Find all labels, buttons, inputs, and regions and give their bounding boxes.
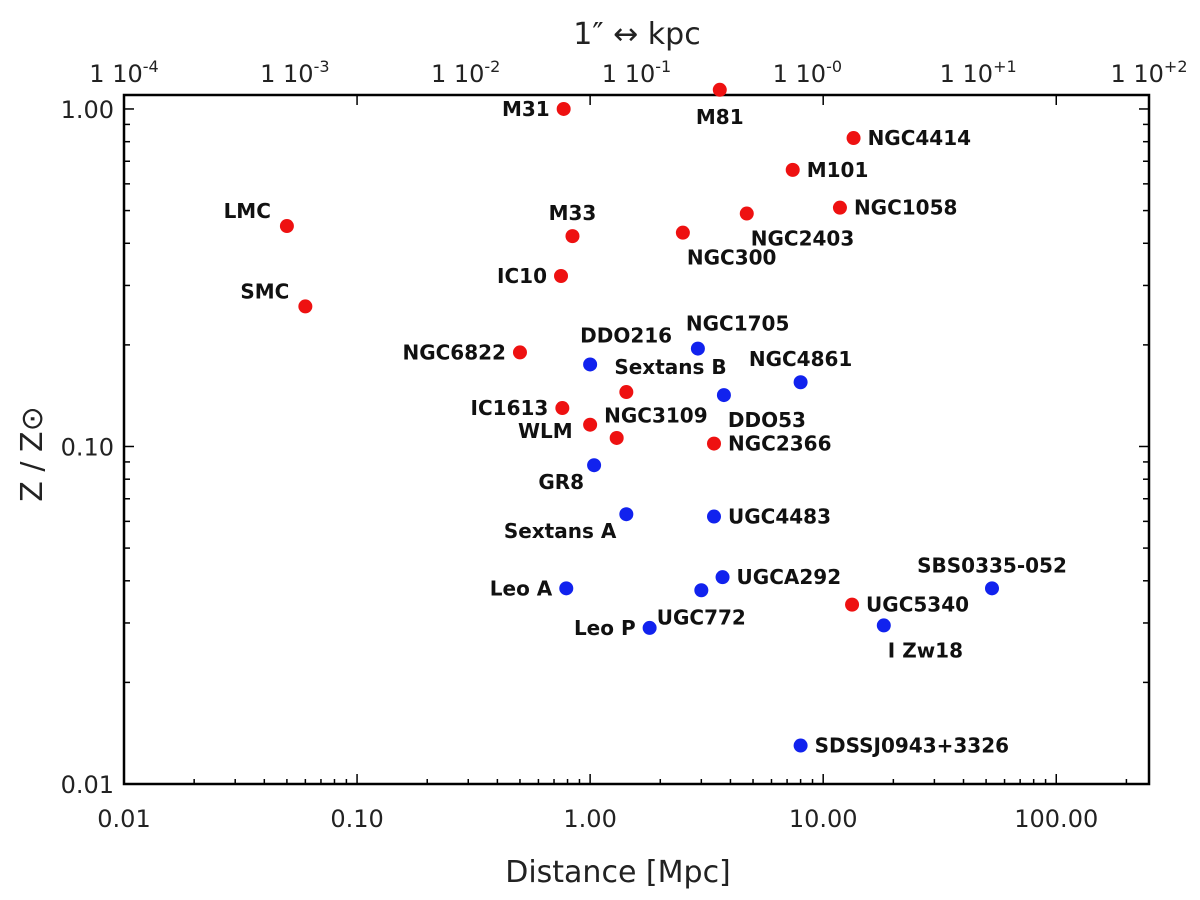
- data-point: [279, 219, 294, 234]
- point-label: IC10: [497, 264, 547, 288]
- x-tick-label: 1.00: [563, 805, 616, 833]
- point-label: SMC: [240, 279, 289, 303]
- point-label: NGC4414: [868, 126, 972, 150]
- top-tick-label: 1 10+2: [1110, 57, 1187, 88]
- data-point: [793, 375, 808, 390]
- data-point: [984, 581, 999, 596]
- point-label: NGC3109: [604, 404, 708, 428]
- y-tick-label: 1.00: [61, 96, 114, 124]
- data-point: [512, 345, 527, 360]
- point-label: DDO216: [580, 323, 672, 347]
- data-point: [785, 162, 800, 177]
- top-tick-label: 1 10+1: [940, 57, 1017, 88]
- x-tick-label: 0.10: [330, 805, 383, 833]
- data-point: [609, 430, 624, 445]
- ticks: [123, 95, 1149, 785]
- data-point: [694, 583, 709, 598]
- data-point: [832, 200, 847, 215]
- data-point: [555, 401, 570, 416]
- top-tick-label: 1 10-0: [773, 57, 842, 88]
- x-tick-label: 10.00: [789, 805, 858, 833]
- point-label: Leo P: [574, 616, 636, 640]
- point-label: UGC4483: [728, 505, 831, 529]
- data-point: [706, 436, 721, 451]
- point-label: IC1613: [471, 396, 549, 420]
- data-point: [793, 738, 808, 753]
- data-point: [619, 385, 634, 400]
- point-label: M81: [696, 105, 744, 129]
- data-point: [712, 82, 727, 97]
- point-label: UGCA292: [737, 565, 842, 589]
- top-tick-label: 1 10-4: [89, 57, 158, 88]
- point-label: GR8: [538, 470, 584, 494]
- plot-frame: [122, 93, 1151, 786]
- data-point: [845, 597, 860, 612]
- point-label: SDSSJ0943+3326: [815, 734, 1009, 758]
- x-axis-title: Distance [Mpc]: [505, 855, 731, 890]
- point-label: NGC2403: [751, 227, 855, 251]
- data-point: [716, 388, 731, 403]
- data-point: [587, 458, 602, 473]
- data-point: [559, 581, 574, 596]
- data-point: [619, 507, 634, 522]
- y-tick-label: 0.10: [61, 433, 114, 461]
- point-label: DDO53: [728, 408, 806, 432]
- x-tick-label: 100.00: [1014, 805, 1098, 833]
- point-label: M101: [807, 158, 869, 182]
- point-label: M31: [502, 97, 550, 121]
- point-label: UGC5340: [866, 593, 969, 617]
- point-label: UGC772: [657, 605, 746, 629]
- point-label: NGC2366: [728, 432, 832, 456]
- top-tick-label: 1 10-3: [260, 57, 329, 88]
- data-point: [846, 131, 861, 146]
- point-label: NGC1058: [854, 196, 958, 220]
- data-point: [583, 417, 598, 432]
- x-tick-label: 0.01: [97, 805, 150, 833]
- data-point: [715, 570, 730, 585]
- point-label: Sextans B: [614, 355, 726, 379]
- point-label: WLM: [518, 419, 573, 443]
- data-point: [876, 618, 891, 633]
- point-label: NGC1705: [686, 312, 790, 336]
- top-axis-title: 1″ ↔ kpc: [573, 17, 700, 52]
- point-label: LMC: [224, 199, 271, 223]
- point-label: SBS0335-052: [917, 553, 1067, 577]
- top-tick-label: 1 10-1: [602, 57, 671, 88]
- data-point: [642, 620, 657, 635]
- data-points: [279, 82, 999, 753]
- data-point: [690, 341, 705, 356]
- data-point: [739, 206, 754, 221]
- tick-labels: 0.01 0.10 1.00 10.00 100.00 0.01 0.10 1.00 1 10-…: [61, 57, 1188, 833]
- point-label: I Zw18: [888, 638, 963, 662]
- data-point: [583, 357, 598, 372]
- point-label: Sextans A: [504, 519, 617, 543]
- data-point: [706, 509, 721, 524]
- data-point: [554, 268, 569, 283]
- point-label: Leo A: [490, 576, 553, 600]
- point-label: M33: [549, 201, 597, 225]
- data-point: [675, 225, 690, 240]
- top-tick-label: 1 10-2: [431, 57, 500, 88]
- data-point: [298, 299, 313, 314]
- y-axis-title: Z / Z⊙: [15, 406, 50, 501]
- y-tick-label: 0.01: [61, 771, 114, 799]
- point-label: NGC6822: [402, 340, 506, 364]
- point-label: NGC4861: [749, 347, 853, 371]
- point-label: NGC300: [687, 246, 777, 270]
- data-point: [556, 101, 571, 116]
- data-point: [565, 229, 580, 244]
